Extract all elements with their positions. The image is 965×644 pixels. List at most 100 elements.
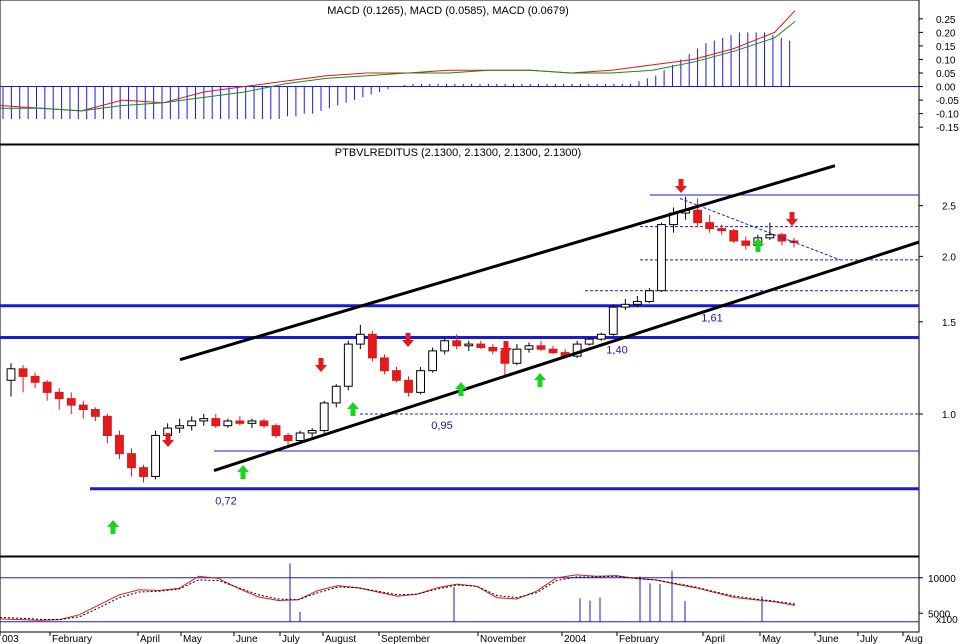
x-axis-label: July — [860, 634, 878, 644]
candle-body — [30, 375, 40, 383]
candle-body — [235, 420, 245, 424]
candle-body — [765, 234, 775, 239]
candle-body — [115, 434, 124, 455]
volume-y-tick-label: 5000 — [928, 609, 951, 620]
candle-body — [488, 346, 498, 352]
candle-body — [199, 418, 209, 422]
candle-body — [78, 404, 88, 411]
candle-body — [6, 368, 16, 381]
volume-panel-frame — [0, 556, 920, 633]
candle-body — [596, 333, 606, 340]
candle-body — [247, 420, 257, 424]
macd-y-tick-label: 0.05 — [936, 69, 956, 80]
x-axis-label: September — [381, 634, 431, 644]
candle-body — [657, 224, 666, 292]
candle-body — [343, 343, 353, 387]
candle-body — [331, 385, 341, 404]
macd-y-tick-label: -0.15 — [936, 123, 959, 134]
sell-signal-arrow — [675, 179, 687, 193]
volume-panel: 10000 5000 — [0, 563, 956, 623]
candle-body — [404, 379, 413, 393]
price-panel-frame — [0, 144, 920, 557]
x-axis: 003 February April May June July August Septemb… — [0, 632, 923, 644]
macd-y-tick-label: 0.00 — [936, 83, 956, 94]
macd-panel: 0.25 0.20 0.15 0.10 0.05 0.00 -0.05 -0.10 -0.15 — [0, 10, 959, 134]
support-level-label: 0,95 — [431, 420, 452, 432]
candle-body — [741, 240, 751, 246]
candle-body — [367, 333, 377, 359]
macd-y-tick-label: 0.25 — [936, 15, 956, 26]
trend-channel-upper — [179, 164, 836, 362]
macd-y-tick-label: 0.20 — [936, 28, 956, 39]
x-axis-label: May — [183, 634, 202, 644]
candle-body — [283, 434, 293, 442]
candle-body — [223, 420, 233, 427]
candle-body — [187, 420, 197, 427]
x-axis-label: June — [236, 634, 258, 644]
x-axis-label: Aug — [905, 634, 923, 644]
candle-body — [620, 303, 630, 308]
candle-body — [476, 343, 486, 348]
candle-body — [632, 301, 642, 305]
macd-y-tick-label: -0.05 — [936, 96, 959, 107]
x-axis-label: May — [762, 634, 781, 644]
candle-body — [717, 228, 727, 232]
candle-body — [175, 425, 185, 429]
candle-body — [645, 290, 654, 303]
support-level-label: 0,72 — [215, 496, 236, 508]
candle-body — [392, 370, 401, 381]
candle-body — [416, 370, 425, 393]
candle-body — [139, 467, 148, 477]
support-level-label: 1,61 — [701, 313, 722, 325]
candle-body — [428, 350, 438, 372]
candle-body — [693, 209, 703, 224]
candle-body — [211, 418, 221, 427]
candle-body — [295, 432, 305, 442]
sell-signal-arrow — [786, 212, 798, 226]
price-y-tick-label: 2.5 — [942, 202, 956, 213]
candle-body — [259, 420, 269, 427]
x-axis-label: 2004 — [564, 634, 587, 644]
volume-oscillator-line — [0, 574, 796, 621]
volume-y-tick-label: 10000 — [928, 574, 956, 585]
buy-signal-arrow — [347, 402, 359, 416]
candle-body — [151, 434, 160, 477]
volume-oscillator-line — [0, 575, 796, 621]
price-panel: 2.5 2.0 1.5 1.0 1,61 1,40 0,95 0,72 — [0, 164, 956, 534]
buy-signal-arrow — [107, 520, 119, 534]
macd-y-tick-label: 0.10 — [936, 55, 956, 66]
macd-y-tick-label: -0.10 — [936, 110, 959, 121]
candle-body — [102, 415, 112, 436]
volume-unit-label: x100 — [936, 615, 958, 626]
candle-body — [380, 357, 389, 372]
candle-body — [777, 234, 787, 242]
candle-body — [729, 230, 739, 242]
candle-body — [127, 453, 136, 469]
macd-title: MACD (0.1265), MACD (0.0585), MACD (0.06… — [327, 5, 568, 17]
candle-body — [54, 391, 64, 400]
x-axis-label: 003 — [2, 634, 19, 644]
price-y-tick-label: 1.5 — [942, 318, 956, 329]
candle-body — [271, 425, 281, 436]
x-axis-label: April — [140, 634, 160, 644]
candle-body — [319, 402, 329, 432]
x-axis-label: February — [619, 634, 659, 644]
x-axis-label: June — [817, 634, 839, 644]
x-axis-label: November — [480, 634, 527, 644]
buy-signal-arrow — [752, 238, 764, 252]
buy-signal-arrow — [455, 382, 467, 396]
price-title: PTBVLREDITUS (2.1300, 2.1300, 2.1300, 2.… — [335, 147, 581, 159]
x-axis-label: February — [52, 634, 92, 644]
sell-signal-arrow — [162, 433, 174, 447]
x-axis-label: August — [325, 634, 356, 644]
candle-body — [608, 306, 618, 335]
trend-dashed-line — [679, 198, 841, 261]
candle-body — [548, 348, 558, 354]
sell-signal-arrow — [402, 333, 414, 347]
sell-signal-arrow — [315, 358, 327, 372]
candle-body — [307, 430, 317, 434]
x-axis-label: July — [282, 634, 300, 644]
buy-signal-arrow — [534, 373, 546, 387]
candle-body — [90, 409, 100, 417]
